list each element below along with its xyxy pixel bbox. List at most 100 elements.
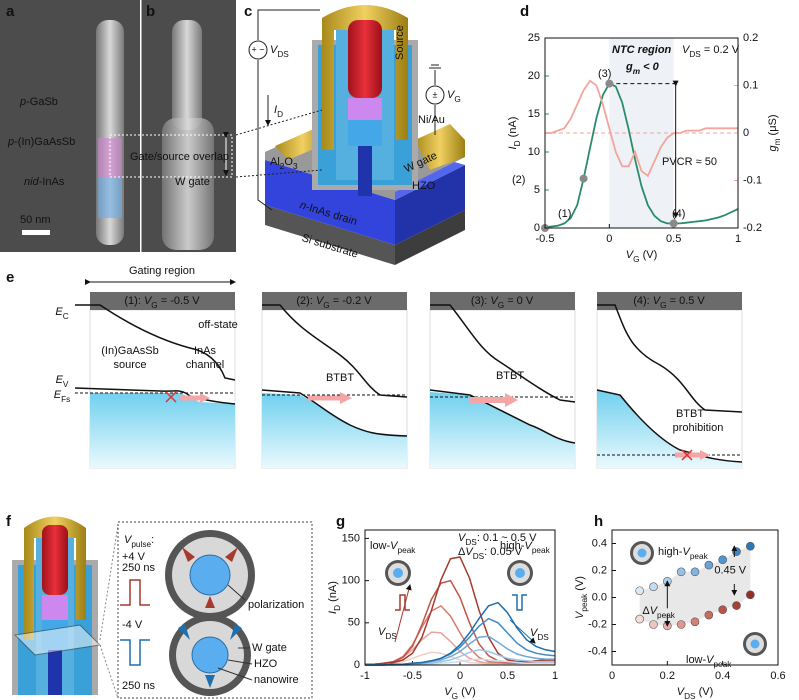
text-part: p	[19, 96, 26, 108]
label: (2)	[512, 174, 525, 186]
label: EC	[55, 306, 68, 321]
x-tick-label: 0	[609, 670, 615, 682]
text-part: V	[650, 605, 659, 617]
y-tick-label: 0.0	[592, 591, 607, 603]
label: high-Vpeak	[500, 540, 551, 555]
y-tick-label: 15	[528, 108, 540, 120]
text-part: G	[452, 692, 458, 700]
text-part: 3	[293, 162, 298, 171]
label: W gate	[252, 642, 287, 654]
text-part: m	[773, 138, 782, 145]
text-part: m	[633, 67, 640, 76]
panel-label: d	[520, 3, 529, 20]
y-tick-label: 20	[528, 70, 540, 82]
pulse-schematic	[12, 516, 313, 699]
text-part: :	[151, 534, 154, 546]
band-diagrams	[74, 279, 743, 469]
text-part: (4):	[633, 295, 653, 307]
label: VDS	[378, 626, 397, 641]
panel-label: f	[6, 513, 12, 530]
text-part: V	[682, 546, 691, 558]
insets	[385, 541, 767, 656]
text-part: low-	[686, 654, 707, 666]
point-marker	[669, 219, 678, 228]
panel-label: g	[336, 513, 345, 530]
plot-frame	[364, 529, 556, 666]
x-tick-label: -0.5	[403, 670, 422, 682]
text-part: V	[465, 546, 474, 558]
text-part: G	[633, 255, 639, 264]
text-part: V	[524, 540, 533, 552]
label: HZO	[254, 658, 278, 670]
data-line	[544, 82, 739, 229]
text-part: C	[63, 312, 69, 321]
text-part: (V)	[696, 686, 714, 698]
label: PVCR ≈ 50	[662, 156, 717, 168]
label: prohibition	[673, 422, 724, 434]
label: Vpulse:	[124, 534, 154, 549]
text-part: G	[454, 95, 460, 104]
y-tick-label: 0	[354, 659, 360, 671]
arrow	[509, 619, 536, 644]
x-tick-label: 0.6	[770, 670, 785, 682]
scatter-point	[746, 590, 755, 600]
text-part: g	[767, 145, 779, 152]
scatter-point	[690, 567, 700, 577]
text-part: V	[378, 626, 387, 638]
y-tick-label: -0.4	[588, 645, 607, 657]
label: (3)	[598, 68, 611, 80]
text-part: low-	[370, 540, 391, 552]
scatter-point	[732, 547, 741, 556]
text-part: high-	[658, 546, 683, 558]
label: 0.45 V	[714, 564, 746, 576]
text-part: peak	[398, 546, 417, 555]
text-part: DS	[277, 50, 289, 59]
label: source	[113, 359, 146, 371]
scatter-point	[690, 617, 700, 627]
text-part: V	[390, 540, 399, 552]
label: VDS	[530, 627, 549, 642]
y-tick-label: 100	[342, 575, 360, 587]
x-tick-label: 0.5	[666, 233, 681, 245]
text-part: G	[498, 301, 504, 310]
point-marker	[579, 174, 588, 183]
data-line	[545, 79, 738, 178]
text-part: E	[56, 374, 64, 386]
text-part: D	[333, 605, 342, 611]
text-part: : 0.1 ~ 0.5 V	[477, 532, 537, 544]
text-part: V	[270, 44, 279, 56]
y-tick-label: -0.2	[588, 618, 607, 630]
chart-title: NTC region	[612, 44, 672, 56]
label: EV	[56, 374, 69, 389]
data-line	[365, 617, 556, 666]
text-part: E	[54, 389, 62, 401]
label: (1): VG = -0.5 V	[124, 295, 200, 310]
svg-text:+ −: + −	[251, 44, 264, 54]
data-line	[364, 651, 555, 666]
panel-label: a	[6, 3, 15, 20]
panel-label: c	[244, 3, 252, 20]
y-tick-label: 0	[534, 222, 540, 234]
device-3d: + − ±	[235, 5, 465, 265]
text-part: = 0.5 V	[667, 295, 706, 307]
label: ID	[274, 104, 283, 119]
label: Gating region	[129, 265, 195, 277]
scatter-point	[635, 614, 644, 624]
text-part: I	[327, 611, 339, 614]
label: gm < 0	[625, 61, 660, 76]
text-part: V	[626, 249, 635, 261]
text-part: DS	[684, 692, 696, 700]
text-part: V	[574, 610, 586, 619]
text-part: -GaSb	[26, 96, 58, 108]
text-part: peak	[714, 660, 733, 669]
x-tick-label: 0.4	[715, 670, 730, 682]
y-tick-label: 10	[528, 146, 540, 158]
scatter-point	[718, 555, 727, 565]
text-part: I	[507, 146, 519, 149]
y2-tick-label: -0.2	[743, 222, 762, 234]
text-part: (V)	[574, 576, 586, 594]
scatter-point	[704, 610, 714, 620]
label: Source	[394, 25, 406, 60]
text-part: V	[490, 295, 499, 307]
text-part: 2	[280, 162, 285, 171]
